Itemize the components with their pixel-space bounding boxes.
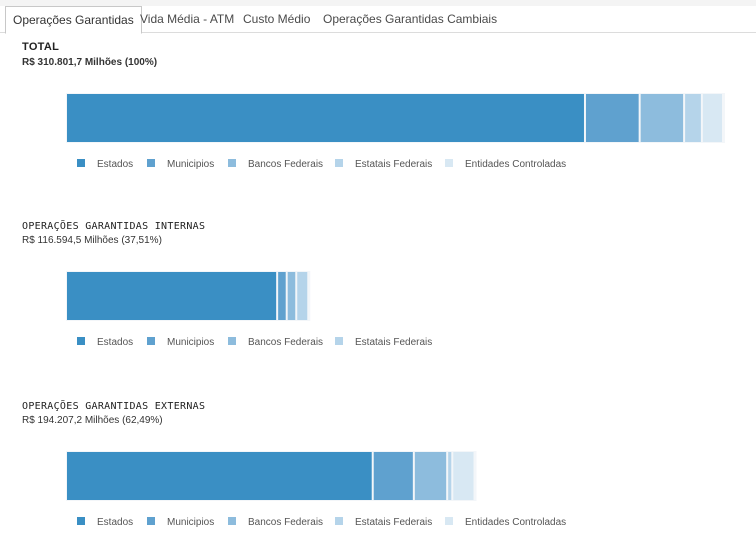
legend-swatch-bancos-federais xyxy=(228,517,236,525)
bar-segment-bancos-federais[interactable] xyxy=(414,452,447,500)
legend-label-estados[interactable]: Estados xyxy=(97,517,133,528)
legend-label-municipios[interactable]: Municipios xyxy=(167,159,214,170)
chart-title-internas: OPERAÇÕES GARANTIDAS INTERNAS xyxy=(22,221,206,232)
bar-segment-municipios[interactable] xyxy=(373,452,413,500)
tab-operacoes-garantidas[interactable]: Operações Garantidas xyxy=(5,6,142,34)
chart-total: Estados Municipios Bancos Federais Estatais… xyxy=(66,93,725,170)
legend-label-municipios[interactable]: Municipios xyxy=(167,337,214,348)
legend-label-entidades-controladas[interactable]: Entidades Controladas xyxy=(465,517,566,528)
legend-swatch-entidades-controladas xyxy=(445,159,453,167)
legend-swatch-estados xyxy=(77,337,85,345)
legend-label-estados[interactable]: Estados xyxy=(97,159,133,170)
legend-swatch-municipios xyxy=(147,517,155,525)
legend-label-bancos-federais[interactable]: Bancos Federais xyxy=(248,337,323,348)
legend-label-estados[interactable]: Estados xyxy=(97,337,133,348)
chart-subtitle-internas: R$ 116.594,5 Milhões (37,51%) xyxy=(22,235,162,246)
chart-subtitle-externas: R$ 194.207,2 Milhões (62,49%) xyxy=(22,415,163,426)
legend-swatch-estatais-federais xyxy=(335,337,343,345)
bar-segment-estatais-federais[interactable] xyxy=(448,452,452,500)
legend-swatch-entidades-controladas xyxy=(445,517,453,525)
bar-segment-estados[interactable] xyxy=(67,94,584,142)
tab-vida-media-atm[interactable]: Vida Média - ATM xyxy=(140,12,235,26)
legend-label-bancos-federais[interactable]: Bancos Federais xyxy=(248,517,323,528)
bar-segment-estatais-federais[interactable] xyxy=(297,272,308,320)
legend-label-entidades-controladas[interactable]: Entidades Controladas xyxy=(465,159,566,170)
legend-swatch-bancos-federais xyxy=(228,159,236,167)
legend-label-estatais-federais[interactable]: Estatais Federais xyxy=(355,159,432,170)
legend-swatch-municipios xyxy=(147,159,155,167)
bar-segment-estatais-federais[interactable] xyxy=(685,94,701,142)
legend-label-bancos-federais[interactable]: Bancos Federais xyxy=(248,159,323,170)
bar-segment-municipios[interactable] xyxy=(585,94,639,142)
legend-swatch-municipios xyxy=(147,337,155,345)
bar-segment-entidades-controladas[interactable] xyxy=(453,452,474,500)
legend-label-municipios[interactable]: Municipios xyxy=(167,517,214,528)
legend-label-estatais-federais[interactable]: Estatais Federais xyxy=(355,517,432,528)
bar-segment-bancos-federais[interactable] xyxy=(287,272,296,320)
legend-swatch-estatais-federais xyxy=(335,517,343,525)
chart-externas: Estados Municipios Bancos Federais Estatais… xyxy=(66,451,566,528)
chart-internas: Estados Municipios Bancos Federais Estatais… xyxy=(66,271,432,348)
legend-swatch-estados xyxy=(77,159,85,167)
tab-custo-medio[interactable]: Custo Médio xyxy=(243,12,311,26)
bar-segment-entidades-controladas[interactable] xyxy=(702,94,722,142)
chart-subtitle-total: R$ 310.801,7 Milhões (100%) xyxy=(22,57,158,68)
legend-swatch-bancos-federais xyxy=(228,337,236,345)
chart-title-externas: OPERAÇÕES GARANTIDAS EXTERNAS xyxy=(22,401,206,412)
bar-segment-municipios[interactable] xyxy=(278,272,286,320)
bar-segment-estados[interactable] xyxy=(67,272,277,320)
chart-title-total: TOTAL xyxy=(22,41,60,53)
legend-swatch-estados xyxy=(77,517,85,525)
legend-label-estatais-federais[interactable]: Estatais Federais xyxy=(355,337,432,348)
legend-swatch-estatais-federais xyxy=(335,159,343,167)
bar-segment-estados[interactable] xyxy=(67,452,372,500)
top-strip xyxy=(0,0,756,6)
tab-bar: Operações Garantidas Vida Média - ATM Cu… xyxy=(0,6,756,34)
bar-segment-bancos-federais[interactable] xyxy=(640,94,684,142)
tab-operacoes-garantidas-cambiais[interactable]: Operações Garantidas Cambiais xyxy=(323,12,498,26)
